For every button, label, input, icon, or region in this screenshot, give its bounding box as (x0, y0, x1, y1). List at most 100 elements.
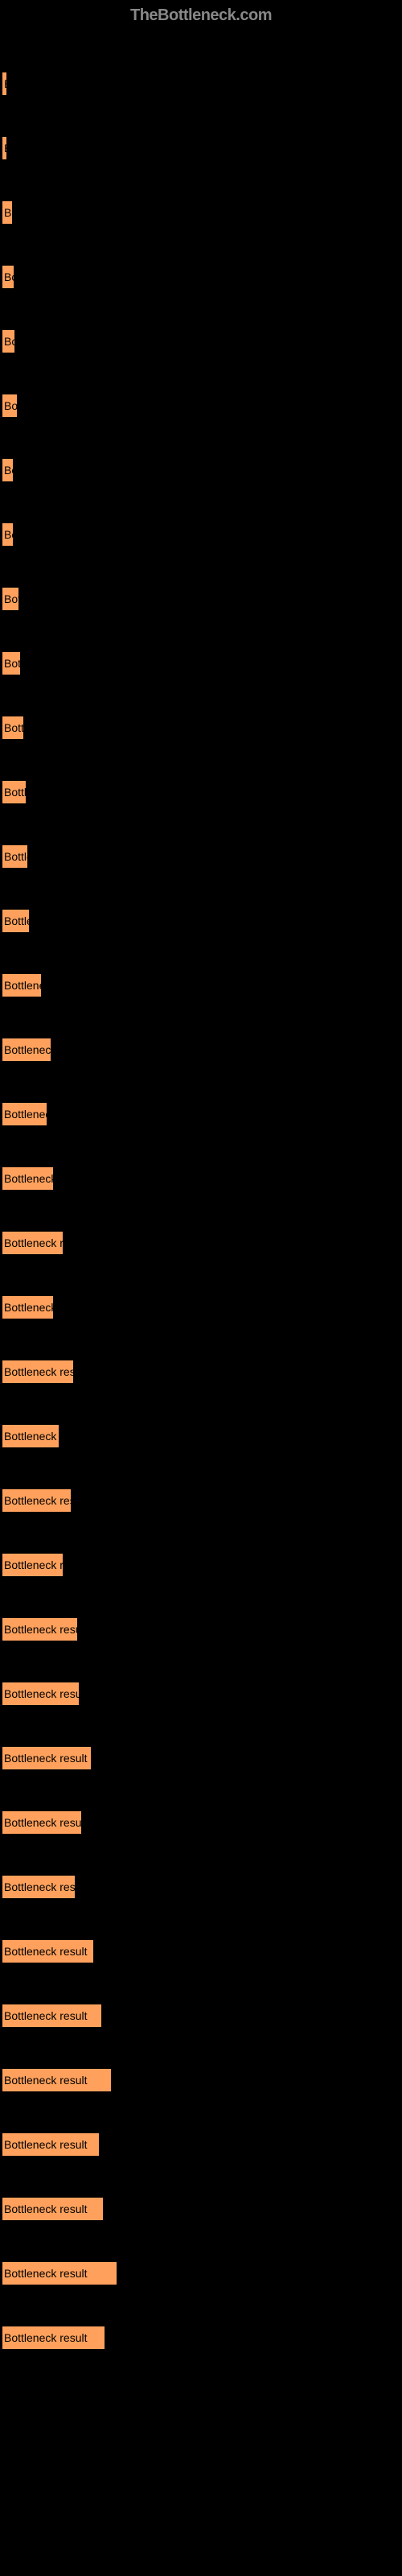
bar-row: Bottleneck result (2, 31, 402, 96)
bar: Bottleneck result (2, 844, 28, 869)
bar-label: Bottleneck result (4, 2331, 88, 2344)
bar-row: Bottleneck result (2, 611, 402, 675)
bar-row: Bottleneck result (2, 160, 402, 225)
brand-watermark: TheBottleneck.com (0, 0, 402, 31)
bar: Bottleneck result (2, 1810, 82, 1835)
bar-label: Bottleneck result (4, 2074, 88, 2087)
bottleneck-bar-chart: Bottleneck result Bottleneck result Bottle… (0, 31, 402, 2350)
bar: Bottleneck result (2, 72, 7, 96)
bar-row: Bottleneck result (2, 1513, 402, 1577)
bar: Bottleneck result (2, 458, 14, 482)
bar: Bottleneck result (2, 780, 27, 804)
bar: Bottleneck result (2, 394, 18, 418)
bar-label: Bottleneck result (4, 1623, 78, 1636)
bar-label: Bottleneck result (4, 528, 14, 541)
bar-label: Bottleneck result (4, 1043, 51, 1056)
bar: Bottleneck result (2, 522, 14, 547)
bar-label: Bottleneck result (4, 721, 24, 734)
bar-row: Bottleneck result (2, 418, 402, 482)
bar-label: Bottleneck result (4, 270, 14, 283)
bar-row: Bottleneck result (2, 933, 402, 997)
bar-label: Bottleneck result (4, 399, 18, 412)
bar: Bottleneck result (2, 1617, 78, 1641)
bar: Bottleneck result (2, 1231, 64, 1255)
bar-row: Bottleneck result (2, 2028, 402, 2092)
bar: Bottleneck result (2, 2261, 117, 2285)
bar-row: Bottleneck result (2, 675, 402, 740)
bar-label: Bottleneck result (4, 1880, 76, 1893)
bar-label: Bottleneck result (4, 1236, 64, 1249)
bar-row: Bottleneck result (2, 1384, 402, 1448)
bar-row: Bottleneck result (2, 1255, 402, 1319)
bar-label: Bottleneck result (4, 657, 21, 670)
bar: Bottleneck result (2, 1682, 80, 1706)
bar-row: Bottleneck result (2, 353, 402, 418)
bar-row: Bottleneck result (2, 1319, 402, 1384)
bar-label: Bottleneck result (4, 592, 19, 605)
bar: Bottleneck result (2, 329, 15, 353)
bar-row: Bottleneck result (2, 2092, 402, 2157)
bar-row: Bottleneck result (2, 1899, 402, 1963)
bar: Bottleneck result (2, 2004, 102, 2028)
bar: Bottleneck result (2, 1424, 59, 1448)
bar: Bottleneck result (2, 1553, 64, 1577)
bar: Bottleneck result (2, 200, 13, 225)
bar-label: Bottleneck result (4, 77, 7, 90)
bar: Bottleneck result (2, 1488, 72, 1513)
bar: Bottleneck result (2, 1746, 92, 1770)
bar-row: Bottleneck result (2, 482, 402, 547)
bar-label: Bottleneck result (4, 2009, 88, 2022)
bar-row: Bottleneck result (2, 997, 402, 1062)
bar-label: Bottleneck result (4, 1945, 88, 1958)
bar-label: Bottleneck result (4, 786, 27, 799)
bar-label: Bottleneck result (4, 1687, 80, 1700)
bar-row: Bottleneck result (2, 1126, 402, 1191)
bar-label: Bottleneck result (4, 142, 7, 155)
bar: Bottleneck result (2, 973, 42, 997)
bar: Bottleneck result (2, 2197, 104, 2221)
bar-row: Bottleneck result (2, 1191, 402, 1255)
bar-label: Bottleneck result (4, 1172, 54, 1185)
bar: Bottleneck result (2, 1939, 94, 1963)
bar-row: Bottleneck result (2, 225, 402, 289)
bar-row: Bottleneck result (2, 547, 402, 611)
bar-label: Bottleneck result (4, 2202, 88, 2215)
bar-row: Bottleneck result (2, 1963, 402, 2028)
bar-row: Bottleneck result (2, 804, 402, 869)
bar-label: Bottleneck result (4, 1752, 88, 1765)
bar-row: Bottleneck result (2, 2285, 402, 2350)
bar: Bottleneck result (2, 651, 21, 675)
bar-label: Bottleneck result (4, 1494, 72, 1507)
bar: Bottleneck result (2, 1102, 47, 1126)
bar: Bottleneck result (2, 265, 14, 289)
bar-row: Bottleneck result (2, 1062, 402, 1126)
bar: Bottleneck result (2, 2326, 105, 2350)
bar: Bottleneck result (2, 1360, 74, 1384)
bar-label: Bottleneck result (4, 464, 14, 477)
bar-row: Bottleneck result (2, 1641, 402, 1706)
bar-label: Bottleneck result (4, 1558, 64, 1571)
bar-label: Bottleneck result (4, 1430, 59, 1443)
bar: Bottleneck result (2, 1166, 54, 1191)
bar-row: Bottleneck result (2, 289, 402, 353)
bar-row: Bottleneck result (2, 1770, 402, 1835)
bar-row: Bottleneck result (2, 2221, 402, 2285)
bar: Bottleneck result (2, 587, 19, 611)
bar-label: Bottleneck result (4, 979, 42, 992)
bar: Bottleneck result (2, 2132, 100, 2157)
bar-row: Bottleneck result (2, 740, 402, 804)
bar: Bottleneck result (2, 1875, 76, 1899)
bar-label: Bottleneck result (4, 2267, 88, 2280)
bar-label: Bottleneck result (4, 1301, 54, 1314)
bar: Bottleneck result (2, 1295, 54, 1319)
bar-row: Bottleneck result (2, 1448, 402, 1513)
bar-label: Bottleneck result (4, 335, 15, 348)
bar-row: Bottleneck result (2, 869, 402, 933)
bar-label: Bottleneck result (4, 1365, 74, 1378)
bar: Bottleneck result (2, 2068, 112, 2092)
bar-row: Bottleneck result (2, 1835, 402, 1899)
bar: Bottleneck result (2, 716, 24, 740)
bar: Bottleneck result (2, 1038, 51, 1062)
bar-label: Bottleneck result (4, 206, 13, 219)
bar: Bottleneck result (2, 909, 30, 933)
